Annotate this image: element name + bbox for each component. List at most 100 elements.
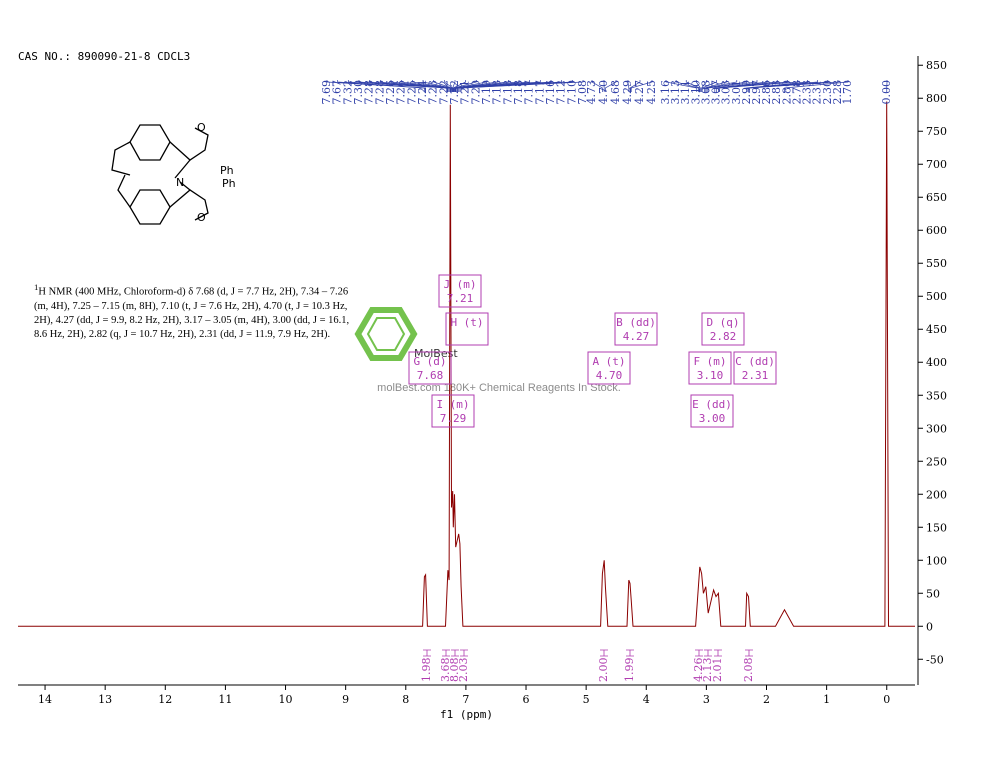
- peak-connector: [675, 80, 699, 92]
- x-tick-label: 11: [218, 693, 232, 706]
- peak-label: 4.27: [633, 80, 646, 105]
- peak-label: 7.10: [565, 80, 578, 105]
- integral-label: 8.08: [448, 658, 461, 683]
- atom-label: N: [176, 176, 184, 189]
- peak-connector: [716, 80, 778, 92]
- x-tick-label: 7: [462, 693, 469, 706]
- multiplet-label: A (t): [592, 355, 625, 368]
- peak-connector: [704, 80, 728, 92]
- integral-bracket: [626, 649, 634, 657]
- multiplet-shift: 3.10: [697, 369, 724, 382]
- integral-label: 2.01: [711, 658, 724, 683]
- y-tick-label: 350: [926, 389, 947, 402]
- multiplet-label: B (dd): [616, 316, 656, 329]
- peak-connector: [749, 80, 839, 92]
- x-tick-label: 5: [583, 693, 590, 706]
- multiplet-shift: 7.21: [447, 292, 474, 305]
- peak-connector: [714, 80, 768, 92]
- peak-label: 7.23: [427, 80, 440, 105]
- multiplet-box: [445, 312, 489, 346]
- integral-bracket: [714, 649, 722, 657]
- peak-connector: [460, 80, 584, 92]
- integral-bracket: [704, 649, 712, 657]
- y-tick-label: 200: [926, 488, 947, 501]
- peak-label: 7.25: [405, 80, 418, 105]
- x-tick-label: 12: [158, 693, 172, 706]
- integral-label: 2.08: [742, 658, 755, 683]
- peak-connector: [605, 80, 617, 92]
- y-tick-label: 850: [926, 59, 947, 72]
- superscript: 1: [34, 282, 39, 292]
- atom-label: Ph: [222, 177, 236, 190]
- peak-connector: [411, 80, 452, 92]
- y-tick-label: 300: [926, 422, 947, 435]
- watermark-brand: MolBest: [414, 347, 458, 360]
- integral-bracket: [460, 649, 468, 657]
- peak-connector: [422, 80, 452, 92]
- multiplet-label: C (dd): [735, 355, 775, 368]
- peak-connector: [701, 80, 717, 92]
- peak-label: 7.69: [320, 80, 333, 105]
- x-tick-label: 0: [883, 693, 890, 706]
- multiplet-box: [701, 312, 745, 346]
- x-tick-label: 6: [523, 693, 530, 706]
- peak-label: 7.22: [437, 80, 450, 105]
- x-tick-label: 9: [342, 693, 349, 706]
- x-tick-label: 2: [763, 693, 770, 706]
- y-tick-label: 800: [926, 92, 947, 105]
- nmr-description: 1H NMR (400 MHz, Chloroform-d) δ 7.68 (d…: [34, 280, 354, 342]
- x-tick-label: 14: [38, 693, 52, 706]
- peak-label: 7.12: [555, 80, 568, 105]
- peak-connector: [455, 80, 541, 92]
- peak-connector: [701, 80, 707, 92]
- x-tick-label: 1: [823, 693, 830, 706]
- peak-connector: [784, 80, 849, 92]
- y-tick-label: 0: [926, 620, 933, 633]
- peak-connector: [433, 80, 453, 92]
- spectrum: [18, 101, 915, 627]
- y-tick-label: 650: [926, 191, 947, 204]
- multiplet-label: F (m): [693, 355, 726, 368]
- peak-label: 7.26: [395, 80, 408, 105]
- integral-label: 4.26: [692, 658, 705, 683]
- peak-connector: [746, 80, 808, 92]
- integral-label: 2.00: [597, 658, 610, 683]
- peak-label: 2.28: [831, 80, 844, 105]
- peak-connector: [455, 80, 552, 92]
- peak-connector: [337, 80, 426, 92]
- peak-label: 2.30: [821, 80, 834, 105]
- peak-connector: [454, 80, 488, 92]
- peak-label: 7.26: [384, 80, 397, 105]
- peak-label: 4.73: [585, 80, 598, 105]
- peak-label: 0.00: [880, 80, 893, 105]
- peak-connector: [705, 80, 738, 92]
- multiplet-shift: 2.82: [710, 330, 737, 343]
- y-tick-label: 700: [926, 158, 947, 171]
- multiplet-shift: 4.27: [623, 330, 650, 343]
- y-tick-label: 400: [926, 356, 947, 369]
- integral-label: 1.98: [420, 658, 433, 683]
- peak-connector: [627, 80, 630, 92]
- peak-label: 7.32: [341, 80, 354, 105]
- integral-label: 3.68: [439, 658, 452, 683]
- x-tick-label: 8: [402, 693, 409, 706]
- peak-connector: [718, 80, 788, 92]
- integral-bracket: [442, 649, 450, 657]
- integral-bracket: [423, 649, 431, 657]
- peak-connector: [629, 80, 641, 92]
- nmr-text: H NMR (400 MHz, Chloroform-d) δ 7.68 (d,…: [34, 286, 350, 340]
- x-tick-label: 10: [279, 693, 293, 706]
- integral-bracket: [451, 649, 459, 657]
- y-tick-label: -50: [926, 653, 944, 666]
- peak-connector: [719, 80, 798, 92]
- peak-connector: [747, 80, 819, 92]
- peak-label: 3.13: [669, 80, 682, 105]
- structure: [111, 124, 209, 225]
- atom-label: Ph: [220, 164, 234, 177]
- y-tick-label: 500: [926, 290, 947, 303]
- peak-label: 7.17: [523, 80, 536, 105]
- multiplet-shift: 7.29: [440, 412, 467, 425]
- y-tick-label: 750: [926, 125, 947, 138]
- peak-label: 7.30: [352, 80, 365, 105]
- integral-label: 1.99: [623, 658, 636, 683]
